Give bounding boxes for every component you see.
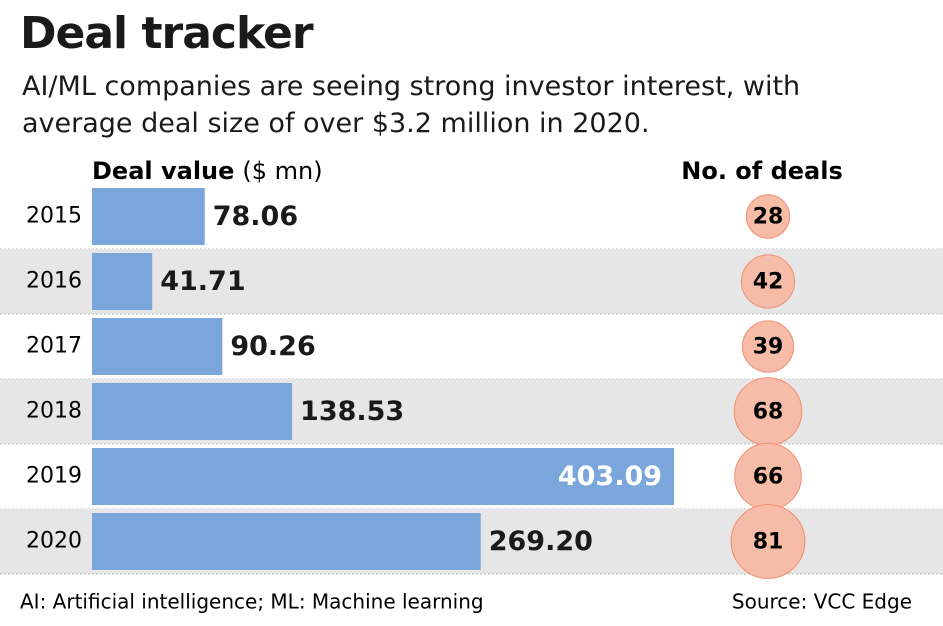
bubble xyxy=(740,254,796,309)
category-label: 2016 xyxy=(26,269,82,294)
category-label: 2020 xyxy=(26,529,82,554)
value-label: 403.09 xyxy=(558,461,662,492)
category-label: 2017 xyxy=(26,334,82,359)
bubble-label: 42 xyxy=(753,270,784,295)
bar xyxy=(92,383,293,440)
axis-unit: ($ mn) xyxy=(242,157,322,185)
bar xyxy=(92,188,205,245)
value-label: 41.71 xyxy=(160,266,245,297)
bar xyxy=(92,318,223,375)
bubble-label: 28 xyxy=(753,205,784,230)
bubble xyxy=(730,504,806,579)
footnote: AI: Artificial intelligence; ML: Machine… xyxy=(20,590,484,614)
bubble-label: 68 xyxy=(753,400,784,425)
value-label: 138.53 xyxy=(300,396,404,427)
category-label: 2015 xyxy=(26,204,82,229)
bar xyxy=(92,513,481,570)
bubble xyxy=(741,320,795,373)
source: Source: VCC Edge xyxy=(732,590,912,614)
bar xyxy=(92,253,153,310)
axis-label: Deal value xyxy=(92,157,234,185)
chart-subtitle: AI/ML companies are seeing strong invest… xyxy=(22,71,801,139)
bubble-label: 39 xyxy=(753,335,784,360)
value-label: 78.06 xyxy=(213,201,298,232)
value-label: 269.20 xyxy=(489,526,593,557)
category-label: 2019 xyxy=(26,464,82,489)
bubble-label: 81 xyxy=(753,530,784,555)
legend-label: No. of deals xyxy=(681,157,843,185)
bar xyxy=(92,448,675,505)
bubble xyxy=(745,194,791,239)
chart-title: Deal tracker xyxy=(20,8,314,59)
value-label: 90.26 xyxy=(230,331,315,362)
bubble-label: 66 xyxy=(753,465,784,490)
category-label: 2018 xyxy=(26,399,82,424)
